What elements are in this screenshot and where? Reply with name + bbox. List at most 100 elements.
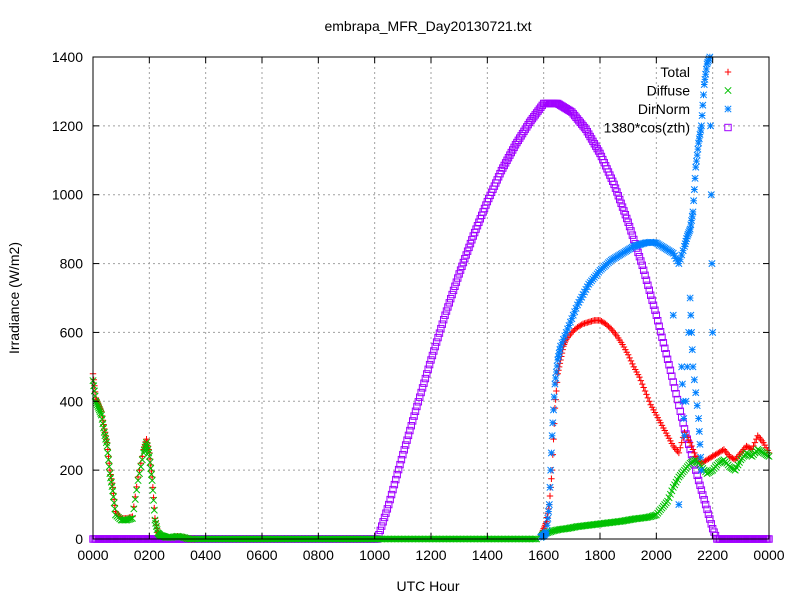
total-point [578, 321, 585, 328]
dirnorm-point [708, 260, 716, 268]
diffuse-point [569, 523, 577, 531]
diffuse-point [549, 527, 558, 535]
cos-zth-point [425, 360, 434, 369]
cos-zth-point [410, 412, 418, 420]
dirnorm-point [702, 70, 710, 78]
dirnorm-point [690, 376, 698, 384]
diffuse-point [147, 464, 155, 472]
dirnorm-point [676, 255, 684, 263]
legend-label: 1380*cos(zth) [604, 120, 690, 136]
cos-zth-point [437, 324, 445, 333]
dirnorm-point [548, 432, 556, 440]
total-point [548, 475, 555, 482]
dirnorm-point [573, 301, 582, 309]
dirnorm-point [692, 389, 700, 397]
cos-zth-point [696, 481, 704, 489]
cos-zth-point [454, 274, 462, 282]
dirnorm-point [545, 507, 553, 516]
dirnorm-point [553, 362, 561, 370]
cos-zth-point [627, 227, 635, 235]
total-point [719, 447, 726, 454]
cos-zth-point [624, 218, 632, 226]
diffuse-point [121, 516, 129, 524]
cos-zth-point [442, 307, 451, 315]
cos-zth-point [416, 393, 424, 401]
cos-zth-point [655, 322, 663, 330]
total-point [612, 330, 619, 338]
cos-zth-point [379, 518, 387, 526]
cos-zth-point [658, 333, 666, 341]
diffuse-point [566, 524, 574, 532]
diffuse-point [145, 452, 153, 460]
cos-zth-point [401, 441, 410, 449]
diffuse-point [644, 513, 652, 521]
dirnorm-point [580, 288, 589, 296]
diffuse-point [128, 514, 136, 522]
dirnorm-point [565, 321, 573, 330]
cos-zth-point [623, 214, 631, 223]
total-point [678, 439, 685, 446]
cos-zth-point [378, 522, 386, 530]
chart-title: embrapa_MFR_Day20130721.txt [324, 18, 531, 34]
dirnorm-point [684, 230, 692, 238]
cos-zth-point [406, 426, 414, 435]
cos-zth-point [672, 390, 680, 398]
diffuse-point [551, 526, 559, 534]
cos-zth-point [421, 374, 430, 383]
y-tick-label: 200 [60, 462, 84, 478]
y-tick-label: 1400 [52, 49, 83, 65]
cos-zth-point [642, 276, 651, 284]
dirnorm-point [692, 163, 700, 171]
cos-zth-point [427, 356, 435, 364]
cos-zth-point [670, 384, 679, 392]
cos-zth-point [420, 379, 428, 387]
cos-zth-point [451, 282, 459, 290]
diffuse-point [103, 442, 111, 450]
diffuse-point [621, 517, 629, 525]
dirnorm-point [687, 328, 696, 336]
diffuse-point [642, 513, 651, 521]
cos-zth-point [656, 328, 665, 336]
total-point [640, 384, 647, 391]
diffuse-point [134, 476, 142, 485]
total-point [644, 394, 652, 402]
legend-label: Total [660, 64, 690, 80]
dirnorm-point [695, 427, 703, 435]
cos-zth-point [431, 342, 439, 351]
cos-zth-point [448, 290, 456, 299]
total-point [606, 324, 614, 331]
cos-zth-point [647, 291, 655, 299]
cos-zth-point [644, 281, 652, 289]
cos-zth-point [638, 261, 646, 269]
cos-zth-point [387, 490, 396, 499]
dirnorm-point [707, 122, 715, 130]
total-point [637, 377, 645, 384]
cos-zth-point [694, 476, 703, 485]
cos-zth-point [459, 258, 468, 267]
cos-zth-point [383, 505, 392, 513]
dirnorm-point [575, 298, 583, 306]
dirnorm-point [561, 332, 569, 340]
cos-zth-point [382, 509, 390, 517]
diffuse-point [626, 516, 634, 524]
cos-zth-point [417, 388, 425, 397]
cos-zth-point [444, 303, 452, 311]
dirnorm-point [682, 237, 690, 245]
cos-zth-point [423, 370, 431, 378]
x-tick-label: 2200 [697, 547, 728, 563]
total-point [722, 448, 729, 455]
dirnorm-point [702, 65, 710, 73]
total-point [672, 446, 680, 453]
cos-zth-point [628, 231, 637, 239]
total-point [758, 437, 766, 445]
dirnorm-point [690, 197, 698, 205]
cos-zth-point [700, 496, 708, 504]
series-3 [89, 99, 773, 543]
dirnorm-point [557, 342, 565, 350]
cos-zth-point [610, 180, 618, 189]
total-point [754, 432, 761, 439]
diffuse-point [104, 456, 113, 464]
dirnorm-point [555, 349, 563, 357]
cos-zth-point [639, 266, 648, 274]
cos-zth-point [430, 347, 438, 355]
